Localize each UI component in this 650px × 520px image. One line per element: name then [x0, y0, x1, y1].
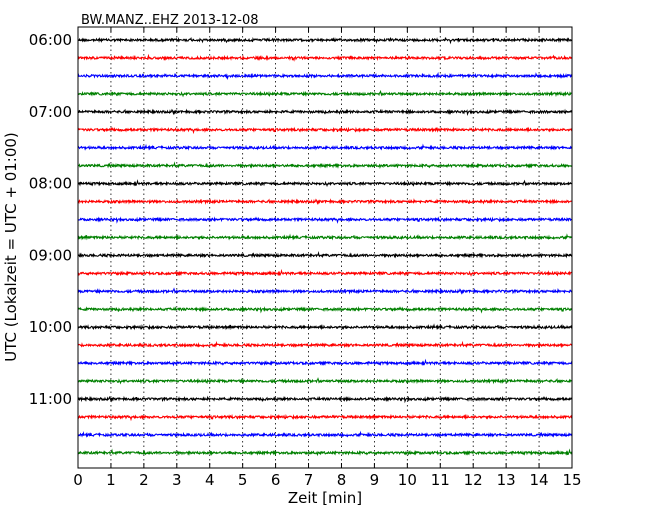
- x-axis-ticks: 0 1 2 3 4 5 6 7 8 9 10 11 12 13 14 15: [73, 27, 582, 489]
- trace-line: [77, 395, 573, 404]
- trace-line: [77, 89, 573, 98]
- y-tick-label: 09:00: [29, 246, 72, 264]
- x-tick-label: 11: [431, 471, 450, 489]
- x-tick-label: 7: [304, 471, 314, 489]
- trace-line: [77, 358, 573, 367]
- x-tick-label: 3: [172, 471, 182, 489]
- trace-line: [77, 430, 573, 438]
- trace-line: [77, 413, 573, 422]
- trace-line: [77, 306, 573, 314]
- x-tick-label: 2: [139, 471, 149, 489]
- trace-line: [77, 323, 573, 331]
- y-tick-label: 08:00: [29, 175, 72, 193]
- trace-line: [77, 36, 573, 45]
- x-tick-label: 5: [238, 471, 248, 489]
- x-tick-label: 4: [205, 471, 215, 489]
- y-tick-label: 11:00: [29, 390, 72, 408]
- seismic-traces: [77, 36, 573, 457]
- x-tick-label: 1: [106, 471, 116, 489]
- trace-line: [77, 268, 573, 277]
- y-tick-label: 10:00: [29, 318, 72, 336]
- grid-lines: [110, 27, 540, 468]
- y-tick-label: 06:00: [29, 31, 72, 49]
- trace-line: [77, 340, 573, 349]
- plot-frame: [77, 26, 573, 469]
- trace-line: [77, 216, 573, 224]
- y-axis-ticks: 06:00 07:00 08:00 09:00 10:00 11:00: [29, 31, 572, 408]
- x-tick-label: 8: [337, 471, 347, 489]
- trace-line: [77, 377, 573, 385]
- x-axis-label: Zeit [min]: [288, 489, 362, 507]
- x-tick-label: 14: [530, 471, 549, 489]
- x-tick-label: 6: [271, 471, 281, 489]
- trace-line: [77, 448, 573, 457]
- x-tick-label: 9: [370, 471, 380, 489]
- y-tick-label: 07:00: [29, 103, 72, 121]
- trace-line: [77, 161, 573, 170]
- trace-line: [77, 53, 573, 62]
- x-tick-label: 10: [398, 471, 417, 489]
- trace-line: [77, 287, 573, 295]
- x-tick-label: 15: [562, 471, 581, 489]
- x-tick-label: 0: [73, 471, 83, 489]
- trace-line: [77, 233, 573, 241]
- trace-line: [77, 251, 573, 259]
- trace-line: [77, 179, 573, 188]
- y-axis-label: UTC (Lokalzeit = UTC + 01:00): [2, 132, 20, 362]
- chart-title: BW.MANZ..EHZ 2013-12-08: [81, 13, 259, 28]
- trace-line: [77, 198, 573, 206]
- trace-line: [77, 143, 572, 151]
- x-tick-label: 13: [497, 471, 516, 489]
- trace-line: [77, 126, 573, 135]
- x-tick-label: 12: [464, 471, 483, 489]
- trace-line: [77, 71, 573, 81]
- trace-line: [77, 108, 573, 117]
